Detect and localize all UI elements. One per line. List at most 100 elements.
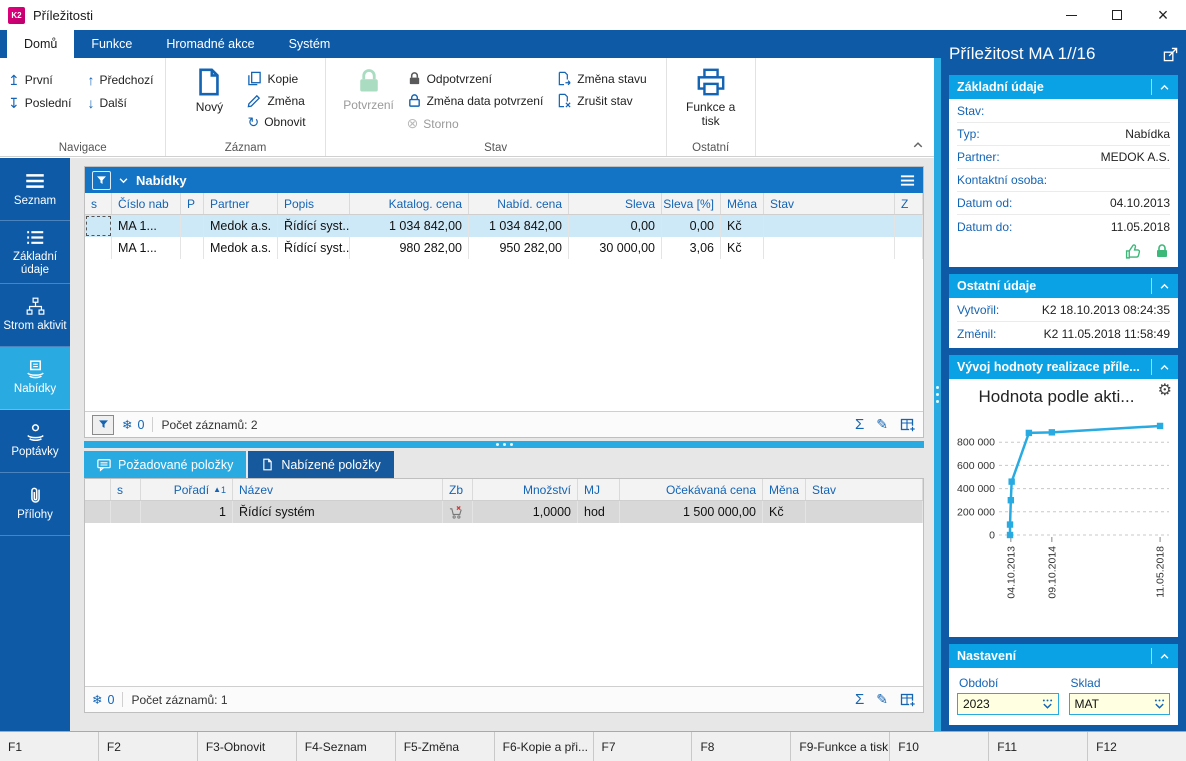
cell[interactable]: 1,0000 <box>473 501 578 523</box>
column-header-Partner[interactable]: Partner <box>204 193 278 214</box>
sidebar-item-zakladni-udaje[interactable]: Základní údaje <box>0 221 70 284</box>
fkey-f5[interactable]: F5-Změna <box>396 732 495 761</box>
next-button[interactable]: ↓ Další <box>87 95 127 111</box>
cell[interactable] <box>764 237 895 259</box>
edit-button[interactable]: ✎ <box>876 691 888 707</box>
cell[interactable]: 1 034 842,00 <box>350 215 469 237</box>
column-header-MJ[interactable]: MJ <box>578 479 620 500</box>
fkey-f10[interactable]: F10 <box>890 732 990 761</box>
column-header-blank[interactable] <box>85 479 111 500</box>
cell[interactable]: 1 <box>141 501 233 523</box>
cell[interactable]: 950 282,00 <box>469 237 569 259</box>
cell[interactable]: 0,00 <box>662 215 721 237</box>
cell[interactable] <box>85 215 112 237</box>
cell[interactable]: 0,00 <box>569 215 662 237</box>
column-header-Nabíd. cena[interactable]: Nabíd. cena <box>469 193 569 214</box>
change-state-button[interactable]: Změna stavu <box>557 71 647 86</box>
cell[interactable]: MA 1... <box>112 237 181 259</box>
fkey-f8[interactable]: F8 <box>692 732 792 761</box>
cell[interactable] <box>806 501 923 523</box>
column-header-Množství[interactable]: Množství <box>473 479 578 500</box>
fkey-f7[interactable]: F7 <box>594 732 693 761</box>
sum-button[interactable]: Σ <box>854 691 865 708</box>
previous-button[interactable]: ↑ Předchozí <box>87 72 154 88</box>
filter-button[interactable] <box>92 170 111 190</box>
cell[interactable]: 980 282,00 <box>350 237 469 259</box>
chevron-down-icon[interactable] <box>118 175 129 186</box>
sidebar-item-prilohy[interactable]: Přílohy <box>0 473 70 536</box>
column-header-Katalog. cena[interactable]: Katalog. cena <box>350 193 469 214</box>
cell[interactable] <box>895 237 923 259</box>
gear-icon[interactable]: ⚙ <box>1157 382 1172 399</box>
cell[interactable]: hod <box>578 501 620 523</box>
cell[interactable]: Medok a.s. <box>204 237 278 259</box>
period-combobox[interactable]: 2023 <box>957 693 1059 715</box>
cell[interactable]: Kč <box>721 215 764 237</box>
cell[interactable]: 1 034 842,00 <box>469 215 569 237</box>
cell[interactable]: Kč <box>763 501 806 523</box>
new-button[interactable]: Nový <box>178 67 240 114</box>
fkey-f4[interactable]: F4-Seznam <box>297 732 396 761</box>
cell[interactable] <box>85 501 111 523</box>
cell[interactable] <box>764 215 895 237</box>
first-button[interactable]: ↥ První <box>8 72 53 88</box>
cell[interactable]: Medok a.s. <box>204 215 278 237</box>
cell[interactable]: Řídící syst... <box>278 215 350 237</box>
cancel-state-button[interactable]: Zrušit stav <box>557 93 646 108</box>
refresh-button[interactable]: ↻ Obnovit <box>247 114 306 130</box>
column-header-Pořadí[interactable]: Pořadí ▲ 1 <box>141 479 233 500</box>
cell[interactable]: MA 1... <box>112 215 181 237</box>
last-button[interactable]: ↧ Poslední <box>8 95 72 111</box>
cell[interactable]: Řídící systém <box>233 501 443 523</box>
minimize-button[interactable] <box>1048 0 1094 30</box>
close-button[interactable]: × <box>1140 0 1186 30</box>
section-header[interactable]: Ostatní údaje <box>949 274 1178 298</box>
table-row[interactable]: 1 Řídící systém 1,0000 hod 1 500 000,00 Kč <box>85 501 923 523</box>
footer-filter-button[interactable] <box>92 414 114 435</box>
ribbon-tab-hromadné-akce[interactable]: Hromadné akce <box>166 37 255 51</box>
vertical-splitter[interactable] <box>934 58 941 731</box>
grid-menu-icon[interactable] <box>899 173 916 188</box>
column-header-P[interactable]: P <box>181 193 204 214</box>
column-header-Číslo nab[interactable]: Číslo nab <box>112 193 181 214</box>
ribbon-tab-systém[interactable]: Systém <box>288 37 331 51</box>
tab-nabizene-polozky[interactable]: Nabízené položky <box>248 451 394 478</box>
change-button[interactable]: Změna <box>247 93 305 108</box>
sum-button[interactable]: Σ <box>854 416 865 433</box>
column-header-Popis[interactable]: Popis <box>278 193 350 214</box>
column-header-Stav[interactable]: Stav <box>806 479 923 500</box>
cell[interactable]: Řídící syst... <box>278 237 350 259</box>
cell[interactable] <box>895 215 923 237</box>
cell[interactable] <box>111 501 141 523</box>
column-header-Zb[interactable]: Zb <box>443 479 473 500</box>
functions-print-button[interactable]: Funkce a tisk <box>679 67 743 128</box>
fkey-f1[interactable]: F1 <box>0 732 99 761</box>
unconfirm-button[interactable]: Odpotvrzení <box>407 71 544 86</box>
column-header-Sleva[interactable]: Sleva <box>569 193 662 214</box>
column-header-Měna[interactable]: Měna <box>763 479 806 500</box>
confirm-button[interactable]: Potvrzení <box>338 67 400 112</box>
cart-removed-icon[interactable] <box>443 501 473 523</box>
sidebar-item-nabidky[interactable]: Nabídky <box>0 347 70 410</box>
cell[interactable]: 1 500 000,00 <box>620 501 763 523</box>
sidebar-item-seznam[interactable]: Seznam <box>0 158 70 221</box>
column-header-Měna[interactable]: Měna <box>721 193 764 214</box>
fkey-f2[interactable]: F2 <box>99 732 198 761</box>
cell[interactable] <box>181 215 204 237</box>
column-header-Stav[interactable]: Stav <box>764 193 895 214</box>
cell[interactable]: Kč <box>721 237 764 259</box>
sidebar-item-strom-aktivit[interactable]: Strom aktivit <box>0 284 70 347</box>
ribbon-collapse-button[interactable] <box>912 139 924 151</box>
cell[interactable]: 30 000,00 <box>569 237 662 259</box>
table-row[interactable]: MA 1... Medok a.s. Řídící syst... 980 282,0… <box>85 237 923 259</box>
fkey-f9[interactable]: F9-Funkce a tisk <box>791 732 891 761</box>
fkey-f6[interactable]: F6-Kopie a při... <box>495 732 594 761</box>
section-header[interactable]: Vývoj hodnoty realizace příle... <box>949 355 1178 379</box>
change-confirm-date-button[interactable]: Změna data potvrzení <box>407 93 543 108</box>
column-header-s[interactable]: s <box>111 479 141 500</box>
maximize-button[interactable] <box>1094 0 1140 30</box>
open-in-window-icon[interactable] <box>1163 47 1178 62</box>
ribbon-tab-domů[interactable]: Domů <box>7 30 75 58</box>
column-header-Název[interactable]: Název <box>233 479 443 500</box>
copy-button[interactable]: Kopie <box>247 71 305 86</box>
